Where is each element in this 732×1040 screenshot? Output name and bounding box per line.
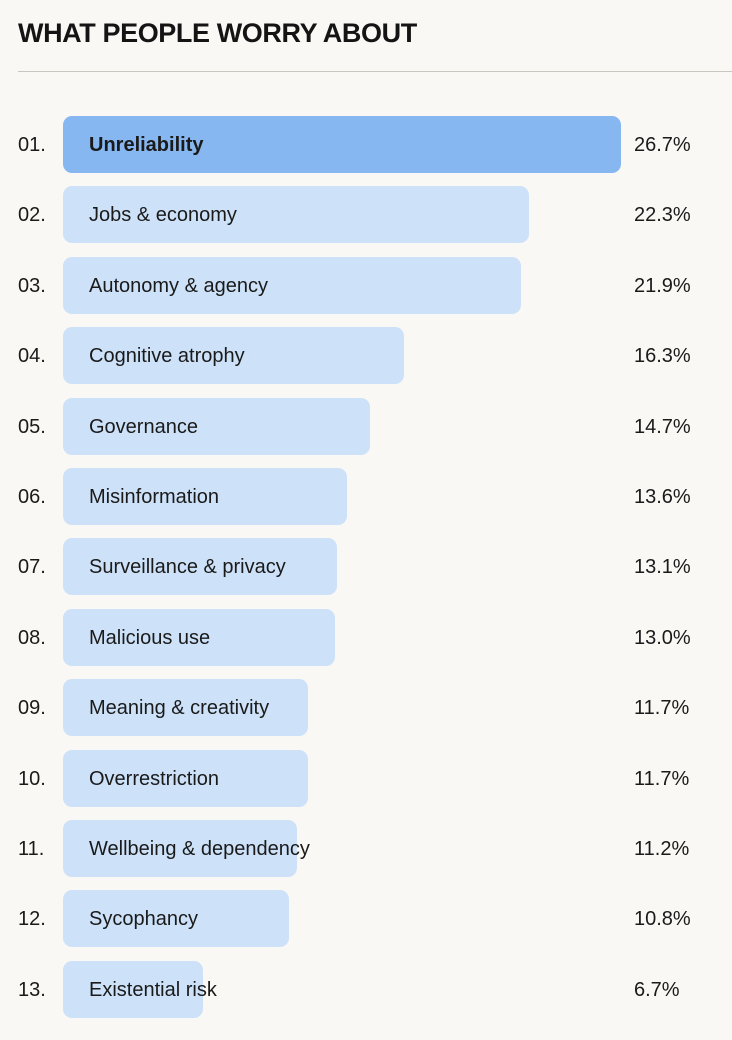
bar-rank: 05.	[18, 416, 46, 438]
bar	[63, 116, 621, 173]
bar	[63, 609, 335, 666]
bar-row: 04. Cognitive atrophy 16.3%	[0, 327, 732, 385]
bar-rank: 08.	[18, 627, 46, 649]
bar	[63, 820, 297, 877]
bar-row: 02. Jobs & economy 22.3%	[0, 186, 732, 244]
bar	[63, 186, 529, 243]
bar-rank: 07.	[18, 556, 46, 578]
bar-row: 11. Wellbeing & dependency 11.2%	[0, 820, 732, 878]
bar-rank: 02.	[18, 204, 46, 226]
bar-row: 03. Autonomy & agency 21.9%	[0, 257, 732, 315]
page-title: WHAT PEOPLE WORRY ABOUT	[18, 18, 417, 48]
bar-row: 09. Meaning & creativity 11.7%	[0, 679, 732, 737]
bar-value-label: 22.3%	[634, 204, 691, 226]
bar-rank: 06.	[18, 486, 46, 508]
bar	[63, 961, 203, 1018]
bar-label: Malicious use	[89, 627, 211, 649]
bar-label: Existential risk	[89, 979, 217, 1001]
bar-row: 12. Sycophancy 10.8%	[0, 890, 732, 948]
bar-row: 05. Governance 14.7%	[0, 398, 732, 456]
bar	[63, 750, 308, 807]
bar	[63, 538, 337, 595]
bar-value-label: 10.8%	[634, 908, 691, 930]
bar-label: Wellbeing & dependency	[89, 838, 310, 860]
bar-value-label: 21.9%	[634, 275, 691, 297]
bar-label: Cognitive atrophy	[89, 345, 245, 367]
bar-row: 06. Misinformation 13.6%	[0, 468, 732, 526]
bar-rank: 04.	[18, 345, 46, 367]
bar-label: Autonomy & agency	[89, 275, 268, 297]
bar-label: Surveillance & privacy	[89, 556, 286, 578]
bar	[63, 679, 308, 736]
bar-value-label: 11.2%	[634, 838, 690, 860]
bar-value-label: 13.1%	[634, 556, 691, 578]
bar	[63, 468, 347, 525]
bar-rank: 12.	[18, 908, 46, 930]
bar	[63, 327, 404, 384]
bar-label: Unreliability	[89, 134, 204, 156]
bar-value-label: 26.7%	[634, 134, 691, 156]
bar-label: Misinformation	[89, 486, 220, 508]
bar-row: 08. Malicious use 13.0%	[0, 609, 732, 667]
bar-row: 13. Existential risk 6.7%	[0, 961, 732, 1019]
bar-rank: 09.	[18, 697, 46, 719]
bar-rank: 10.	[18, 768, 46, 790]
bar-label: Meaning & creativity	[89, 697, 270, 719]
bar-rank: 03.	[18, 275, 46, 297]
bar-value-label: 13.0%	[634, 627, 691, 649]
bar-rank: 11.	[18, 838, 45, 860]
bar-value-label: 14.7%	[634, 416, 691, 438]
bar-label: Jobs & economy	[89, 204, 237, 226]
bar	[63, 890, 289, 947]
bar-label: Governance	[89, 416, 198, 438]
bar	[63, 398, 370, 455]
bar-row: 01. Unreliability 26.7%	[0, 116, 732, 174]
bar-row: 07. Surveillance & privacy 13.1%	[0, 538, 732, 596]
title-divider	[18, 71, 732, 72]
bar-value-label: 11.7%	[634, 768, 690, 790]
bar-value-label: 11.7%	[634, 697, 690, 719]
bar-value-label: 13.6%	[634, 486, 691, 508]
bar-value-label: 6.7%	[634, 979, 680, 1001]
bar-rank: 13.	[18, 979, 46, 1001]
bar-label: Sycophancy	[89, 908, 198, 930]
bar-rank: 01.	[18, 134, 46, 156]
bar-value-label: 16.3%	[634, 345, 691, 367]
bar	[63, 257, 521, 314]
bar-row: 10. Overrestriction 11.7%	[0, 750, 732, 808]
bar-label: Overrestriction	[89, 768, 220, 790]
